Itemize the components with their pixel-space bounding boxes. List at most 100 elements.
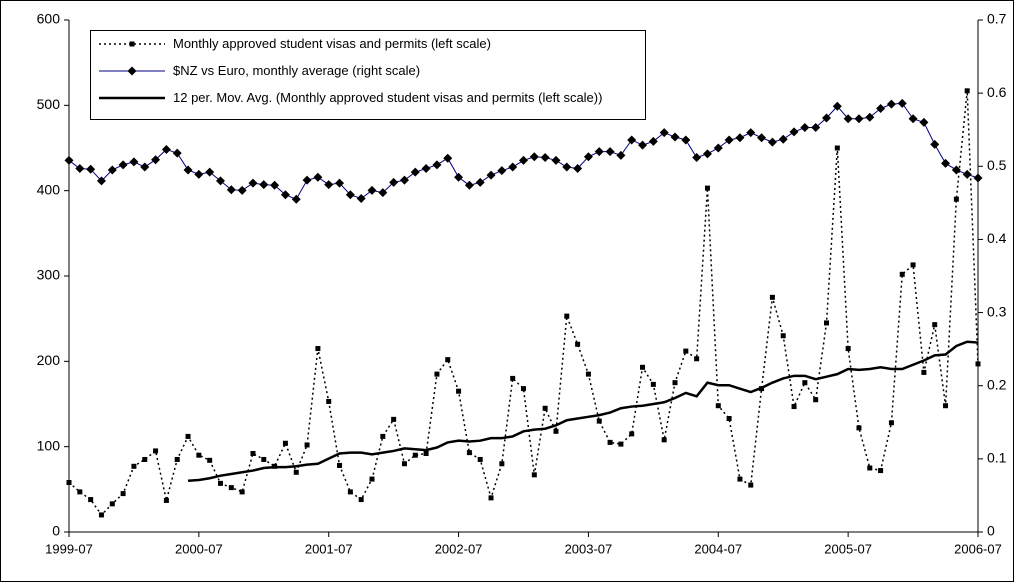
legend-label: Monthly approved student visas and permi…: [173, 36, 491, 51]
y2-tick-label: 0.2: [987, 376, 1007, 392]
data-point: [356, 193, 366, 203]
data-point: [77, 489, 83, 495]
data-point: [899, 271, 905, 277]
data-point: [345, 190, 355, 200]
data-point: [335, 178, 345, 188]
data-point: [702, 149, 712, 159]
data-point: [153, 448, 159, 454]
data-point: [183, 165, 193, 175]
data-point: [304, 442, 310, 448]
y2-tick-label: 0.3: [987, 303, 1007, 319]
data-point: [748, 482, 754, 488]
data-point: [347, 489, 353, 495]
data-point: [519, 155, 528, 165]
data-point: [445, 357, 451, 363]
y-tick-label: 600: [37, 11, 61, 27]
x-tick-label: 2003-07: [565, 541, 613, 556]
data-point: [270, 180, 280, 190]
data-point: [280, 190, 290, 200]
data-point: [432, 160, 442, 170]
y2-tick-label: 0.1: [987, 450, 1007, 466]
data-point: [930, 139, 940, 149]
data-point: [401, 461, 407, 467]
data-point: [767, 137, 777, 147]
data-point: [412, 452, 418, 458]
data-point: [585, 371, 591, 377]
data-point: [118, 160, 128, 170]
data-point: [488, 495, 494, 501]
data-point: [562, 162, 572, 172]
data-point: [378, 188, 388, 198]
data-point: [650, 381, 656, 387]
data-point: [867, 465, 873, 471]
data-point: [878, 468, 884, 474]
data-point: [228, 485, 234, 491]
data-point: [216, 176, 225, 186]
y-tick-label: 200: [37, 352, 61, 368]
data-point: [454, 172, 464, 182]
y-tick-label: 500: [37, 96, 61, 112]
data-point: [659, 128, 669, 138]
data-point: [834, 145, 840, 151]
data-point: [724, 135, 734, 145]
data-point: [551, 155, 561, 165]
data-point: [107, 165, 117, 175]
data-point: [921, 369, 927, 375]
data-point: [715, 403, 721, 409]
y2-tick-label: 0: [987, 523, 995, 539]
data-point: [358, 497, 364, 503]
data-point: [694, 356, 700, 362]
data-point: [282, 440, 288, 446]
x-tick-label: 1999-07: [45, 541, 93, 556]
data-point: [596, 418, 602, 424]
data-point: [531, 472, 537, 478]
data-point: [843, 114, 853, 124]
data-point: [315, 346, 321, 352]
data-point: [129, 157, 139, 167]
data-point: [910, 262, 916, 268]
data-point: [897, 98, 907, 108]
data-point: [824, 320, 829, 326]
data-point: [594, 147, 604, 157]
data-point: [573, 163, 583, 173]
data-point: [886, 99, 896, 109]
data-point: [713, 143, 723, 153]
data-point: [120, 491, 126, 497]
data-point: [789, 127, 799, 137]
data-point: [250, 450, 256, 456]
data-point: [302, 175, 312, 185]
y2-tick-label: 0.6: [987, 84, 1007, 100]
legend-entry: Monthly approved student visas and permi…: [97, 36, 643, 52]
data-point: [962, 169, 972, 179]
data-point: [953, 196, 959, 202]
data-point: [908, 114, 918, 124]
data-point: [737, 476, 743, 482]
data-point: [865, 112, 875, 122]
data-point: [259, 180, 269, 190]
data-point: [640, 364, 646, 370]
data-point: [261, 456, 267, 462]
data-point: [205, 167, 215, 177]
data-point: [497, 166, 507, 176]
data-point: [607, 439, 613, 445]
data-point: [88, 497, 94, 503]
data-point: [672, 380, 678, 386]
data-point: [456, 388, 462, 394]
data-point: [293, 469, 299, 475]
data-point: [172, 148, 182, 158]
data-point: [248, 178, 258, 188]
data-point: [553, 428, 559, 434]
y2-tick-label: 0.5: [987, 157, 1007, 173]
data-point: [326, 398, 332, 404]
legend-marker: [127, 66, 137, 76]
data-point: [618, 441, 624, 447]
data-point: [131, 463, 137, 469]
data-point: [583, 152, 593, 162]
x-tick-label: 2006-07: [954, 541, 1002, 556]
data-point: [226, 185, 236, 195]
y-tick-label: 400: [37, 181, 61, 197]
data-point: [194, 169, 204, 179]
data-point: [811, 123, 821, 133]
legend: Monthly approved student visas and permi…: [90, 30, 646, 120]
data-point: [86, 164, 96, 174]
